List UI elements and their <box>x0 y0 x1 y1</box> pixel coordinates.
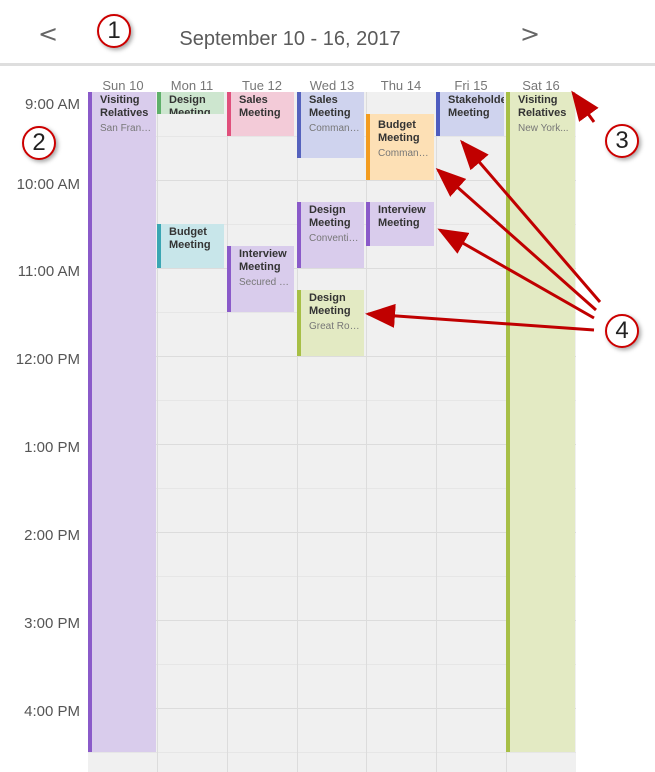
callout-marker-2: 2 <box>22 126 56 160</box>
event-visiting-relatives-sun[interactable]: Visiting Relatives San Franci... <box>88 92 156 752</box>
event-title: Design Meeting <box>169 94 211 114</box>
next-week-button[interactable]: > <box>520 20 541 48</box>
previous-week-button[interactable]: < <box>38 20 59 48</box>
callout-marker-1: 1 <box>97 14 131 48</box>
half-hour-line <box>88 664 576 665</box>
event-title: Sales Meeting <box>239 94 281 119</box>
hour-line <box>88 180 576 181</box>
time-label: 11:00 AM <box>17 263 80 280</box>
event-design-meeting-wed-2[interactable]: Design Meeting Great Room <box>297 290 364 356</box>
event-title: Stakeholders Meeting <box>448 94 504 119</box>
callout-marker-4: 4 <box>605 314 639 348</box>
day-header-mon[interactable]: Mon 11 <box>170 78 214 93</box>
half-hour-line <box>88 576 576 577</box>
hour-line <box>88 268 576 269</box>
event-visiting-relatives-sat[interactable]: Visiting Relatives New York... <box>506 92 575 752</box>
day-header-wed[interactable]: Wed 13 <box>309 78 355 93</box>
event-title: Visiting Relatives <box>100 94 149 119</box>
time-label: 4:00 PM <box>24 703 80 720</box>
event-stakeholders-meeting-fri[interactable]: Stakeholders Meeting <box>436 92 504 136</box>
date-range-title: September 10 - 16, 2017 <box>179 28 401 50</box>
time-label: 10:00 AM <box>16 176 80 193</box>
day-divider <box>366 92 367 772</box>
event-title: Budget Meeting <box>169 226 211 251</box>
event-design-meeting-wed[interactable]: Design Meeting Conventio... <box>297 202 364 268</box>
event-title: Interview Meeting <box>239 248 287 273</box>
day-divider <box>436 92 437 772</box>
day-header-thu[interactable]: Thu 14 <box>380 78 422 93</box>
hour-line <box>88 356 576 357</box>
time-label: 1:00 PM <box>24 439 80 456</box>
event-title: Sales Meeting <box>309 94 351 119</box>
event-budget-meeting-thu[interactable]: Budget Meeting Command... <box>366 114 434 180</box>
day-divider <box>297 92 298 772</box>
arrow-to-event <box>437 228 595 320</box>
half-hour-line <box>88 400 576 401</box>
time-label: 12:00 PM <box>15 351 80 368</box>
event-title: Visiting Relatives <box>518 94 567 119</box>
calendar-header: < September 10 - 16, 2017 > <box>0 0 655 66</box>
time-label: 3:00 PM <box>24 615 80 632</box>
arrow-to-day-header <box>571 90 599 123</box>
day-header-fri[interactable]: Fri 15 <box>454 78 488 93</box>
event-title: Design Meeting <box>309 292 351 317</box>
event-interview-meeting-thu[interactable]: Interview Meeting <box>366 202 434 246</box>
event-sales-meeting-wed[interactable]: Sales Meeting Command... <box>297 92 364 158</box>
half-hour-line <box>88 752 576 753</box>
time-label: 9:00 AM <box>24 96 80 113</box>
event-budget-meeting-mon[interactable]: Budget Meeting <box>157 224 224 268</box>
half-hour-line <box>88 488 576 489</box>
arrow-to-event <box>365 303 595 332</box>
time-label: 2:00 PM <box>24 527 80 544</box>
event-sales-meeting-tue[interactable]: Sales Meeting <box>227 92 294 136</box>
arrow-to-event <box>435 168 597 312</box>
event-title: Interview Meeting <box>378 204 426 229</box>
day-divider <box>227 92 228 772</box>
event-title: Design Meeting <box>309 204 351 229</box>
arrow-to-event <box>460 139 602 303</box>
day-divider <box>157 92 158 772</box>
callout-marker-3: 3 <box>605 124 639 158</box>
hour-line <box>88 444 576 445</box>
event-title: Budget Meeting <box>378 119 420 144</box>
hour-line <box>88 532 576 533</box>
hour-line <box>88 708 576 709</box>
day-header-sat[interactable]: Sat 16 <box>522 78 560 93</box>
event-design-meeting-mon[interactable]: Design Meeting <box>157 92 224 114</box>
day-header-tue[interactable]: Tue 12 <box>242 78 282 93</box>
event-interview-meeting-tue[interactable]: Interview Meeting Secured Ro... <box>227 246 294 312</box>
hour-line <box>88 620 576 621</box>
day-header-sun[interactable]: Sun 10 <box>102 78 144 93</box>
